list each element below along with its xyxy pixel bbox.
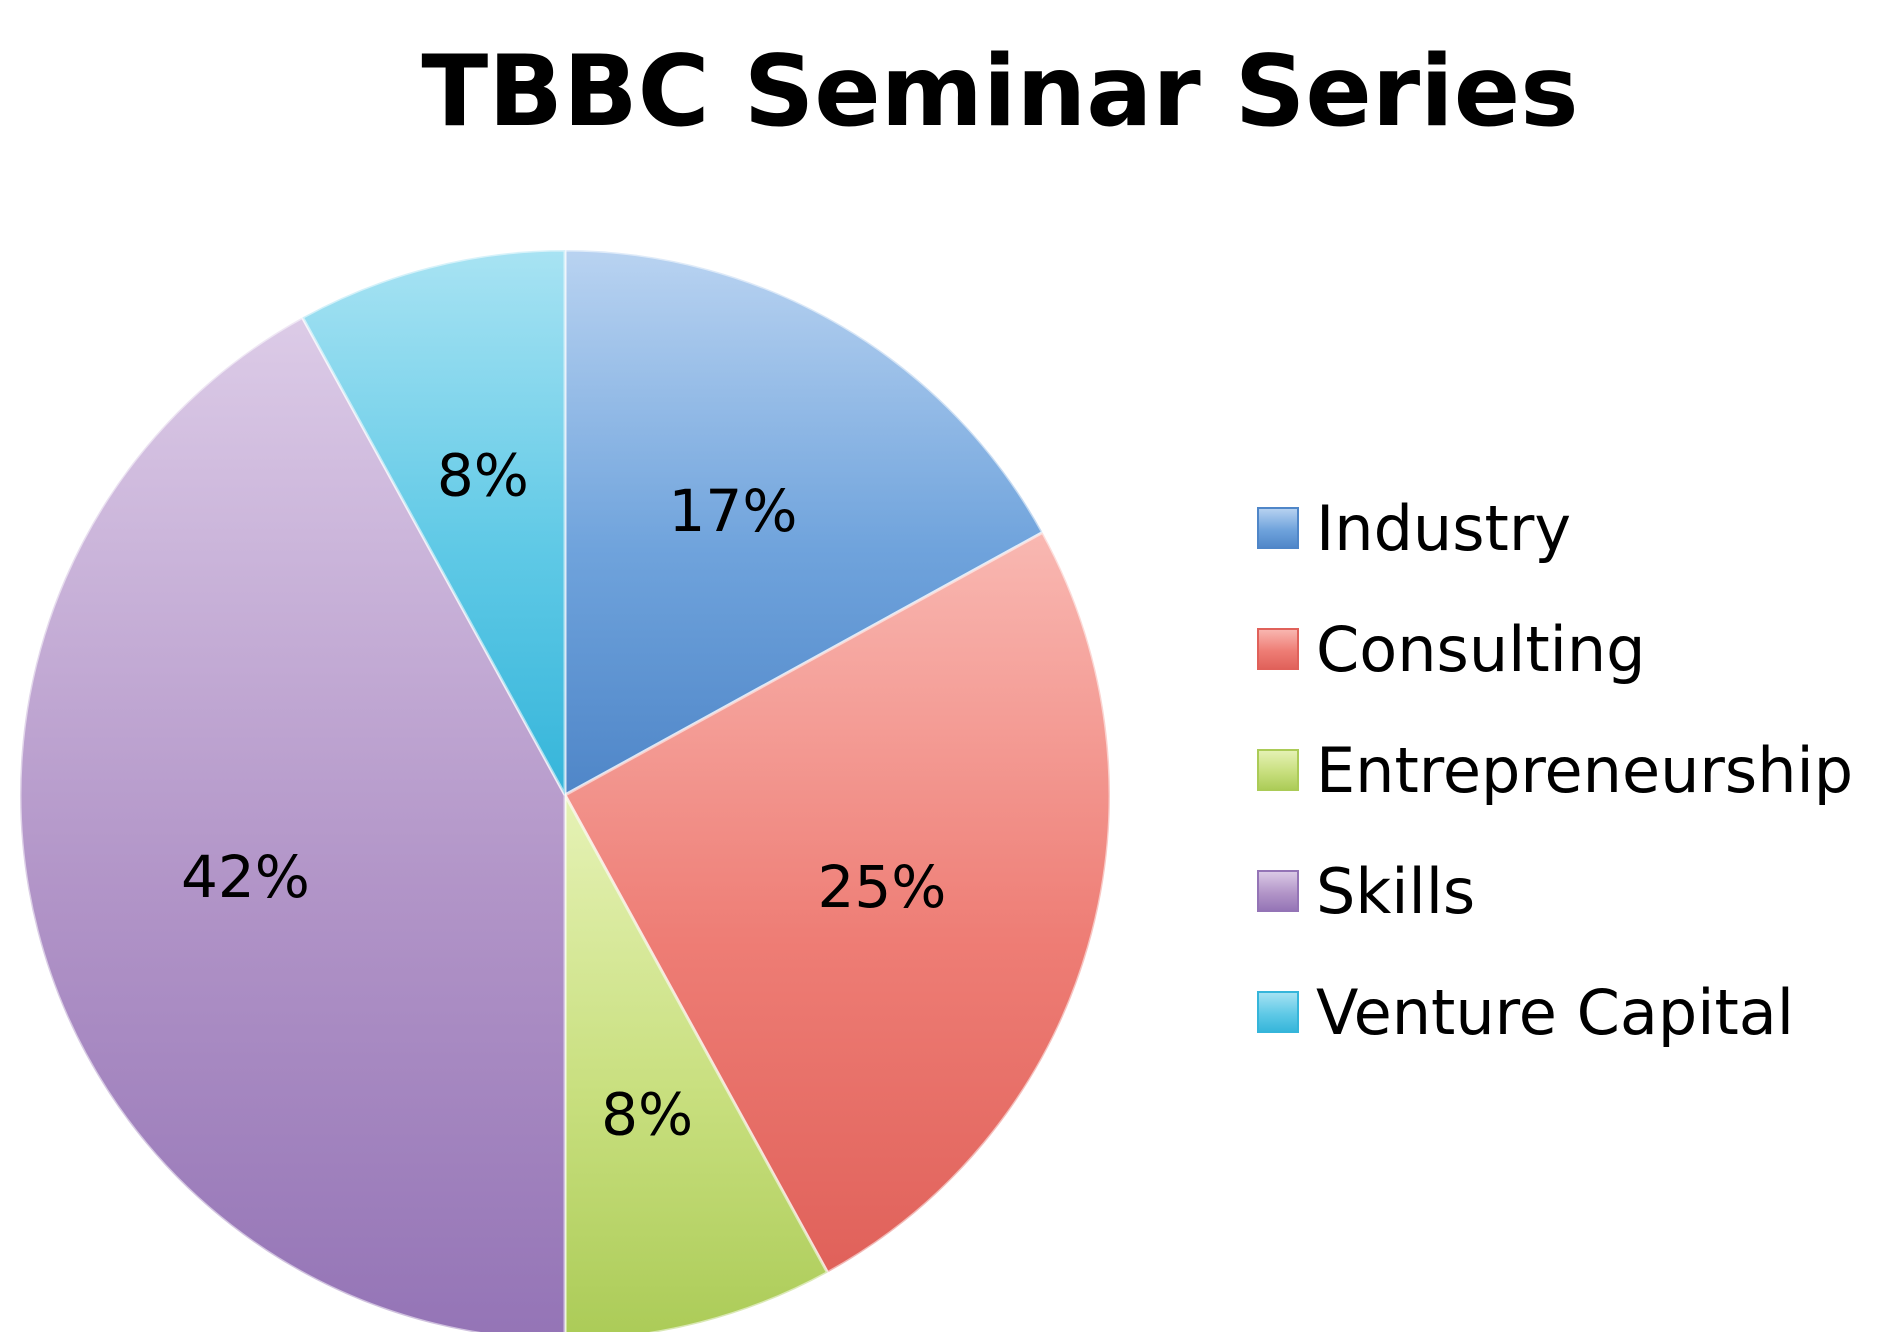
slice-label-industry: 17% — [669, 477, 798, 545]
legend-item-industry: Industry — [1257, 492, 1571, 565]
pie-slices — [18, 248, 1112, 1332]
pie-slice-skills — [18, 315, 567, 1332]
legend-swatch — [1257, 991, 1299, 1033]
slice-label-consulting: 25% — [817, 853, 946, 921]
legend-swatch — [1257, 628, 1299, 670]
legend-item-venture-capital: Venture Capital — [1257, 976, 1794, 1049]
slice-labels: 17% 25% 8% 42% 8% — [181, 441, 946, 1148]
pie-slice-venture-capital — [300, 248, 567, 796]
legend-label: Industry — [1316, 492, 1571, 565]
legend-label: Consulting — [1316, 613, 1646, 686]
legend-swatch — [1257, 870, 1299, 912]
pie-slice-industry — [563, 248, 1045, 798]
slice-label-venture-capital: 8% — [437, 441, 529, 509]
legend-label: Skills — [1316, 855, 1475, 928]
legend-item-skills: Skills — [1257, 855, 1475, 928]
slice-label-skills: 42% — [181, 843, 310, 911]
legend-item-entrepreneurship: Entrepreneurship — [1257, 734, 1853, 807]
legend-label: Entrepreneurship — [1316, 734, 1853, 807]
slice-label-entrepreneurship: 8% — [601, 1081, 693, 1149]
legend-label: Venture Capital — [1316, 976, 1794, 1049]
pie-slice-consulting — [562, 530, 1112, 1275]
legend-item-consulting: Consulting — [1257, 613, 1646, 686]
legend: Industry Consulting Entrepreneurship Skills… — [1257, 492, 1853, 1049]
chart-title: TBBC Seminar Series — [421, 35, 1578, 149]
pie-slice-entrepreneurship — [563, 794, 830, 1332]
legend-swatch — [1257, 749, 1299, 791]
legend-swatch — [1257, 507, 1299, 549]
